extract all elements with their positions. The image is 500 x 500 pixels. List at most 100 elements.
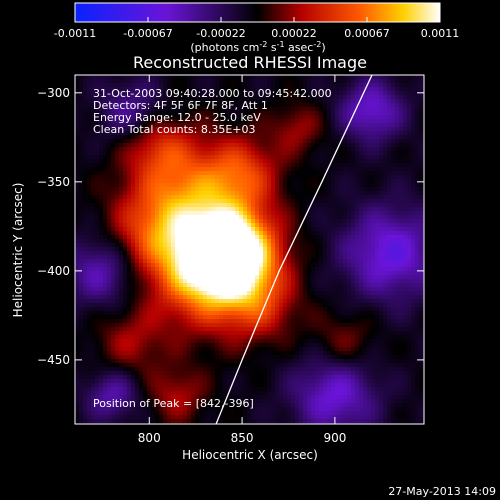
heatmap-cell <box>111 79 115 83</box>
heatmap-cell <box>91 91 95 95</box>
heatmap-cell <box>135 375 139 379</box>
heatmap-cell <box>207 279 211 283</box>
heatmap-cell <box>147 219 151 223</box>
heatmap-cell <box>115 299 119 303</box>
heatmap-cell <box>239 203 243 207</box>
heatmap-cell <box>195 419 199 423</box>
heatmap-cell <box>227 311 231 315</box>
heatmap-cell <box>99 123 103 127</box>
heatmap-cell <box>87 247 91 251</box>
heatmap-cell <box>239 303 243 307</box>
heatmap-cell <box>219 331 223 335</box>
heatmap-cell <box>223 75 227 79</box>
heatmap-cell <box>123 99 127 103</box>
heatmap-cell <box>107 243 111 247</box>
heatmap-cell <box>87 275 91 279</box>
heatmap-cell <box>283 271 287 275</box>
heatmap-cell <box>299 207 303 211</box>
heatmap-cell <box>215 163 219 167</box>
heatmap-cell <box>235 215 239 219</box>
heatmap-cell <box>167 163 171 167</box>
heatmap-cell <box>103 239 107 243</box>
heatmap-cell <box>203 287 207 291</box>
heatmap-cell <box>247 307 251 311</box>
heatmap-cell <box>279 359 283 363</box>
heatmap-cell <box>271 307 275 311</box>
heatmap-cell <box>99 315 103 319</box>
heatmap-cell <box>267 227 271 231</box>
heatmap-cell <box>275 335 279 339</box>
heatmap-cell <box>155 75 159 79</box>
heatmap-cell <box>151 111 155 115</box>
heatmap-cell <box>191 403 195 407</box>
heatmap-cell <box>215 235 219 239</box>
heatmap-cell <box>151 199 155 203</box>
heatmap-cell <box>283 343 287 347</box>
heatmap-cell <box>163 363 167 367</box>
heatmap-cell <box>151 311 155 315</box>
heatmap-cell <box>259 375 263 379</box>
heatmap-cell <box>283 363 287 367</box>
heatmap-cell <box>223 95 227 99</box>
heatmap-cell <box>163 115 167 119</box>
heatmap-cell <box>239 375 243 379</box>
heatmap-cell <box>75 251 79 255</box>
heatmap-cell <box>263 143 267 147</box>
heatmap-cell <box>135 127 139 131</box>
heatmap-cell <box>155 379 159 383</box>
heatmap-cell <box>115 311 119 315</box>
heatmap-cell <box>87 199 91 203</box>
heatmap-cell <box>99 211 103 215</box>
heatmap-cell <box>155 123 159 127</box>
heatmap-cell <box>243 239 247 243</box>
heatmap-cell <box>227 143 231 147</box>
heatmap-cell <box>227 271 231 275</box>
heatmap-cell <box>255 91 259 95</box>
heatmap-cell <box>203 99 207 103</box>
heatmap-cell <box>299 131 303 135</box>
heatmap-cell <box>219 155 223 159</box>
heatmap-cell <box>159 187 163 191</box>
heatmap-cell <box>227 363 231 367</box>
heatmap-cell <box>179 123 183 127</box>
heatmap-cell <box>283 387 287 391</box>
heatmap-cell <box>267 311 271 315</box>
heatmap-cell <box>99 275 103 279</box>
heatmap-cell <box>291 115 295 119</box>
heatmap-cell <box>251 407 255 411</box>
heatmap-cell <box>199 167 203 171</box>
heatmap-cell <box>163 207 167 211</box>
heatmap-cell <box>283 383 287 387</box>
heatmap-cell <box>283 287 287 291</box>
heatmap-cell <box>271 83 275 87</box>
heatmap-cell <box>211 119 215 123</box>
heatmap-cell <box>191 211 195 215</box>
heatmap-cell <box>163 367 167 371</box>
heatmap-cell <box>187 219 191 223</box>
heatmap-cell <box>111 347 115 351</box>
heatmap-cell <box>75 111 79 115</box>
heatmap-cell <box>115 75 119 79</box>
heatmap-cell <box>95 283 99 287</box>
heatmap-cell <box>275 395 279 399</box>
heatmap-cell <box>167 231 171 235</box>
heatmap-cell <box>295 419 299 423</box>
heatmap-cell <box>87 347 91 351</box>
heatmap-cell <box>175 407 179 411</box>
heatmap-cell <box>119 351 123 355</box>
heatmap-cell <box>159 139 163 143</box>
heatmap-cell <box>219 87 223 91</box>
heatmap-cell <box>131 103 135 107</box>
heatmap-cell <box>267 75 271 79</box>
heatmap-cell <box>191 407 195 411</box>
heatmap-cell <box>255 347 259 351</box>
heatmap-cell <box>127 311 131 315</box>
heatmap-cell <box>279 215 283 219</box>
heatmap-cell <box>79 319 83 323</box>
heatmap-cell <box>235 183 239 187</box>
heatmap-cell <box>231 247 235 251</box>
heatmap-cell <box>155 303 159 307</box>
heatmap-cell <box>231 167 235 171</box>
heatmap-cell <box>163 243 167 247</box>
heatmap-cell <box>223 335 227 339</box>
